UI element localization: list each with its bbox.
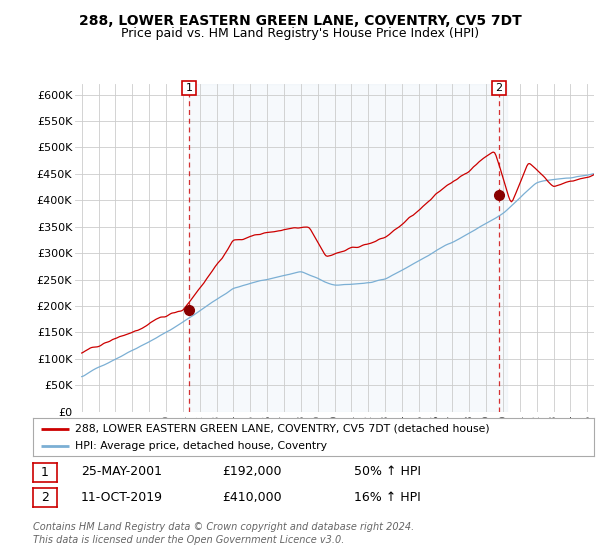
Text: £410,000: £410,000 [222, 491, 281, 504]
Text: 50% ↑ HPI: 50% ↑ HPI [354, 465, 421, 478]
Text: 11-OCT-2019: 11-OCT-2019 [81, 491, 163, 504]
Text: 16% ↑ HPI: 16% ↑ HPI [354, 491, 421, 504]
Text: 1: 1 [185, 83, 193, 93]
Text: 25-MAY-2001: 25-MAY-2001 [81, 465, 162, 478]
Text: HPI: Average price, detached house, Coventry: HPI: Average price, detached house, Cove… [75, 441, 327, 451]
Text: Contains HM Land Registry data © Crown copyright and database right 2024.
This d: Contains HM Land Registry data © Crown c… [33, 522, 414, 545]
FancyBboxPatch shape [492, 81, 506, 95]
Text: £192,000: £192,000 [222, 465, 281, 478]
Text: Price paid vs. HM Land Registry's House Price Index (HPI): Price paid vs. HM Land Registry's House … [121, 27, 479, 40]
Text: 1: 1 [41, 465, 49, 479]
Text: 288, LOWER EASTERN GREEN LANE, COVENTRY, CV5 7DT (detached house): 288, LOWER EASTERN GREEN LANE, COVENTRY,… [75, 423, 490, 433]
Text: 2: 2 [495, 83, 502, 93]
Bar [189, 84, 507, 412]
FancyBboxPatch shape [182, 81, 196, 95]
Text: 288, LOWER EASTERN GREEN LANE, COVENTRY, CV5 7DT: 288, LOWER EASTERN GREEN LANE, COVENTRY,… [79, 14, 521, 28]
Text: 2: 2 [41, 491, 49, 505]
